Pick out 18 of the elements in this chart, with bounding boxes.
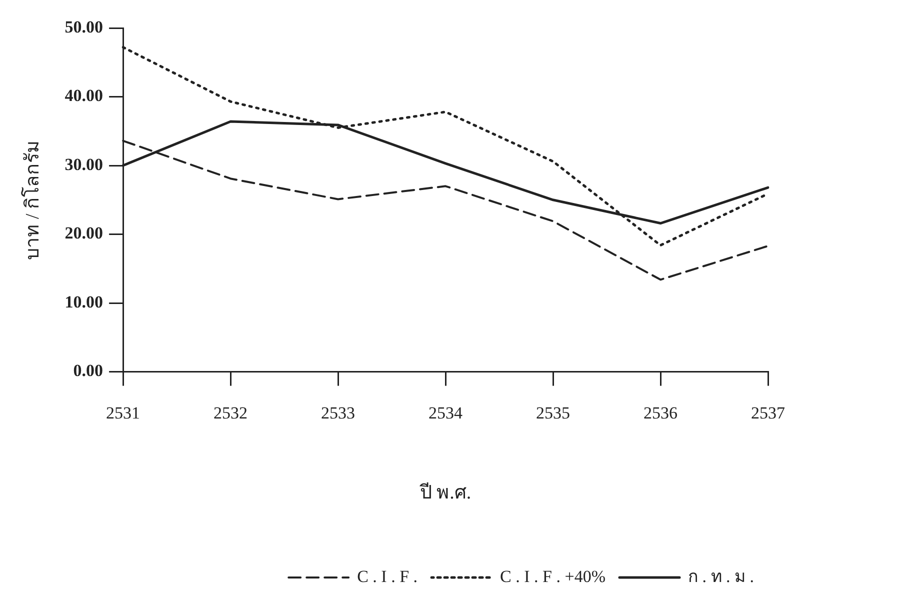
x-tick-label: 2534 <box>428 403 464 422</box>
x-tick-label: 2535 <box>536 403 570 422</box>
y-tick-label: 10.00 <box>64 292 104 312</box>
y-tick-label: 50.00 <box>64 17 104 36</box>
legend-label: C . I . F . <box>357 566 418 586</box>
y-tick-label: 30.00 <box>64 154 104 174</box>
x-axis-title: ปี พ.ศ. <box>418 482 472 504</box>
y-tick-label: 40.00 <box>64 86 104 106</box>
x-tick-label: 2532 <box>214 403 248 422</box>
y-tick-label: 20.00 <box>64 224 104 243</box>
y-axis-title: บาท / กิโลกรัม <box>20 140 44 260</box>
x-tick-label: 2533 <box>321 403 356 422</box>
y-tick-label: 0.00 <box>73 361 104 380</box>
x-tick-label: 2536 <box>644 403 678 422</box>
legend-label: C . I . F . +40% <box>500 566 606 586</box>
x-tick-label: 2531 <box>106 403 140 422</box>
x-tick-label: 2537 <box>751 403 786 422</box>
legend-label: ก . ท . ม . <box>688 566 754 586</box>
